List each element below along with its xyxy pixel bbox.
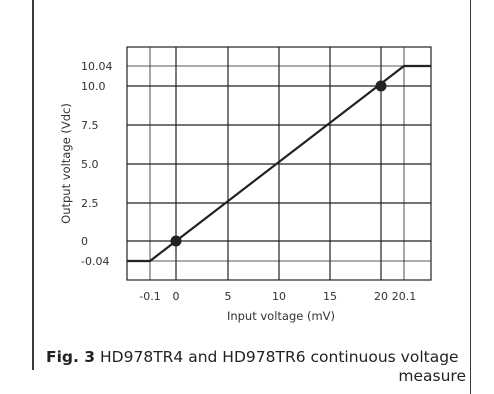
y-tick-label: 5.0 xyxy=(81,158,99,171)
x-tick-label: 10 xyxy=(272,290,286,303)
voltage-transfer-chart: -0.1 0 5 10 15 20 20.1 -0.04 0 2.5 5.0 7.5 10.0 10.04… xyxy=(59,46,432,323)
left-frame-rule xyxy=(32,0,34,370)
y-tick-label: -0.04 xyxy=(81,255,109,268)
figure-caption: Fig. 3 HD978TR4 and HD978TR6 continuous … xyxy=(46,348,466,386)
right-frame-rule xyxy=(470,0,471,394)
y-axis-label: Output voltage (Vdc) xyxy=(59,103,73,224)
y-tick-label: 0 xyxy=(81,235,88,248)
y-tick-label: 10.0 xyxy=(81,80,106,93)
x-tick-label: 0 xyxy=(173,290,180,303)
transfer-curve-line xyxy=(127,64,431,263)
x-axis-label: Input voltage (mV) xyxy=(227,309,335,323)
caption-text-line1: HD978TR4 and HD978TR6 continuous voltage xyxy=(100,348,459,366)
x-tick-label: 20.1 xyxy=(392,290,417,303)
caption-text-line2: measure xyxy=(398,367,466,385)
calibration-point-marker xyxy=(375,80,387,92)
y-tick-label: 2.5 xyxy=(81,197,99,210)
figure-label: Fig. 3 xyxy=(46,348,96,366)
x-tick-label: 5 xyxy=(225,290,232,303)
y-tick-label: 10.04 xyxy=(81,60,113,73)
y-tick-label: 7.5 xyxy=(81,119,99,132)
x-tick-label: 15 xyxy=(323,290,337,303)
calibration-point-marker xyxy=(170,235,182,247)
x-tick-label: -0.1 xyxy=(139,290,160,303)
x-tick-label: 20 xyxy=(374,290,388,303)
